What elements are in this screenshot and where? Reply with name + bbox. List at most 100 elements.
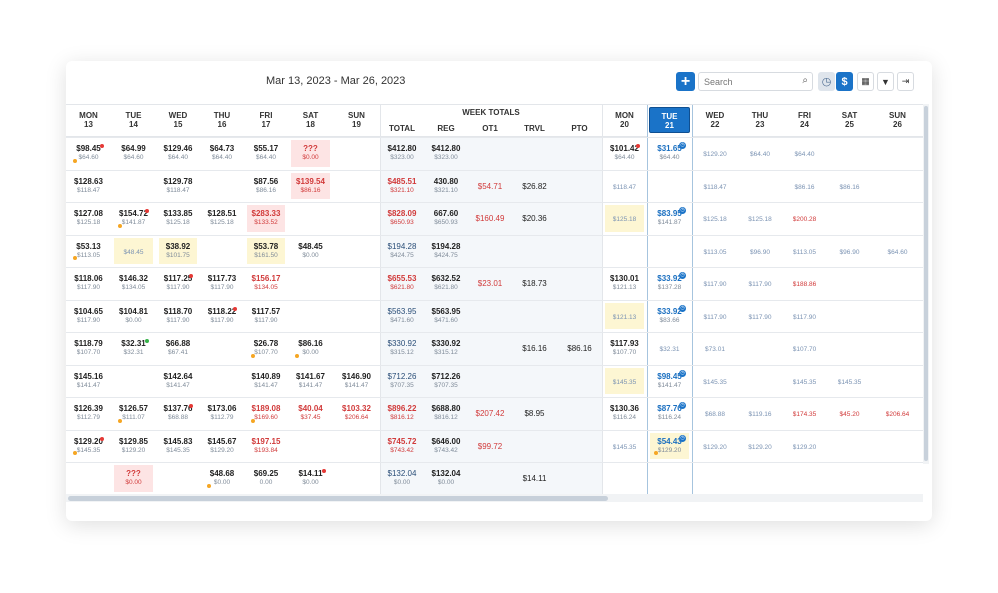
time-cell[interactable]: $33.92 $137.28 ◷ — [650, 270, 689, 297]
time-cell[interactable]: $33.92 $83.66 ◷ — [650, 303, 689, 330]
time-cell[interactable]: $142.64 $141.47 — [159, 368, 197, 395]
time-cell[interactable]: $38.92 $101.75 — [159, 237, 197, 264]
time-cell[interactable]: $128.63 $118.47 — [69, 173, 108, 200]
time-cell[interactable]: $330.92 $315.12 — [383, 335, 421, 362]
time-cell[interactable]: $69.25 0.00 — [247, 465, 285, 492]
time-cell[interactable]: $330.92 $315.12 — [427, 335, 465, 362]
time-cell[interactable]: $64.99 $64.60 — [114, 140, 153, 167]
time-cell[interactable]: $828.09 $650.93 — [383, 205, 421, 232]
time-cell[interactable]: $119.16 — [741, 400, 779, 427]
time-cell[interactable]: $129.20 — [741, 433, 779, 460]
time-cell[interactable]: $113.05 — [695, 238, 735, 265]
day-header-tue-14[interactable]: TUE 14 — [111, 105, 156, 137]
day-header-sun-19[interactable]: SUN 19 — [333, 105, 380, 137]
week-total-header-pto[interactable]: PTO — [557, 121, 602, 137]
time-cell[interactable]: $129.78 $118.47 — [159, 173, 197, 200]
time-cell[interactable]: 430.80 $321.10 — [427, 173, 465, 200]
search-box[interactable]: ⌕ — [698, 72, 813, 91]
week-total-header-reg[interactable]: REG — [424, 121, 468, 137]
time-cell[interactable]: $118.79 $107.70 — [69, 335, 108, 362]
time-cell[interactable]: $129.20 — [695, 433, 735, 460]
time-cell[interactable]: $145.35 — [605, 433, 644, 460]
time-cell[interactable]: $118.70 $117.90 — [159, 303, 197, 330]
week-total-header-trvl[interactable]: TRVL — [512, 121, 557, 137]
day-header-wed-22[interactable]: WED 22 — [692, 105, 738, 137]
day-header-mon-20[interactable]: MON 20 — [602, 105, 647, 137]
time-cell[interactable]: $117.90 — [695, 270, 735, 297]
time-cell[interactable]: $127.08 $125.18 — [69, 205, 108, 232]
time-cell[interactable]: $125.18 — [695, 205, 735, 232]
time-cell[interactable]: $117.90 — [785, 303, 824, 330]
time-cell[interactable]: $87.56 $86.16 — [247, 173, 285, 200]
time-cell[interactable]: $145.35 — [695, 368, 735, 395]
time-cell[interactable]: $66.88 $67.41 — [159, 335, 197, 362]
time-cell[interactable]: $129.46 $64.40 — [159, 140, 197, 167]
time-cell[interactable]: $117.90 — [741, 303, 779, 330]
time-cell[interactable]: $104.65 $117.90 — [69, 303, 108, 330]
time-cell[interactable]: $412.80 $323.00 — [383, 140, 421, 167]
time-cell[interactable]: $96.90 — [741, 238, 779, 265]
vertical-scrollbar[interactable] — [923, 104, 929, 464]
search-input[interactable] — [699, 73, 796, 90]
time-cell[interactable]: $48.45 $0.00 — [291, 238, 330, 265]
time-cell[interactable]: $129.85 $129.20 — [114, 433, 153, 460]
time-cell[interactable]: $45.20 — [830, 400, 869, 427]
time-cell[interactable]: $632.52 $621.80 — [427, 270, 465, 297]
time-cell[interactable]: $55.17 $64.40 — [247, 140, 285, 167]
time-cell[interactable]: $146.32 $134.05 — [114, 270, 153, 297]
time-cell[interactable]: $64.60 — [875, 238, 920, 265]
horizontal-scrollbar-thumb[interactable] — [68, 496, 608, 501]
time-cell[interactable]: $117.90 — [741, 270, 779, 297]
time-cell[interactable]: $26.78 $107.70 — [247, 335, 285, 362]
time-cell[interactable]: $145.35 — [830, 368, 869, 395]
time-cell[interactable]: 667.60 $650.93 — [427, 205, 465, 232]
time-cell[interactable]: $117.57 $117.90 — [247, 303, 285, 330]
time-cell[interactable]: $118.47 — [695, 173, 735, 200]
time-cell[interactable]: $173.06 $112.79 — [203, 400, 241, 427]
add-button[interactable]: + — [676, 72, 695, 91]
time-cell[interactable]: $68.88 — [695, 400, 735, 427]
time-cell[interactable]: $129.20 — [695, 140, 735, 167]
calendar-icon[interactable]: ▦ — [857, 72, 874, 91]
time-cell[interactable]: $126.39 $112.79 — [69, 400, 108, 427]
time-cell[interactable]: $133.85 $125.18 — [159, 205, 197, 232]
time-cell[interactable]: $189.08 $169.60 — [247, 400, 285, 427]
time-cell[interactable]: $83.95 $141.87 ◷ — [650, 205, 689, 232]
time-cell[interactable]: $129.20 — [785, 433, 824, 460]
time-cell[interactable]: $118.47 — [605, 173, 644, 200]
time-cell[interactable]: $712.26 $707.35 — [427, 368, 465, 395]
time-cell[interactable]: $125.18 — [741, 205, 779, 232]
time-cell[interactable]: $40.04 $37.45 — [291, 400, 330, 427]
time-cell[interactable]: $14.11 $0.00 — [291, 465, 330, 492]
time-cell[interactable]: $64.73 $64.40 — [203, 140, 241, 167]
time-cell[interactable]: $107.70 — [785, 335, 824, 362]
time-cell[interactable]: $139.54 $86.16 — [291, 172, 330, 199]
time-cell[interactable]: $125.18 — [605, 205, 644, 232]
time-cell[interactable]: $156.17 $134.05 — [247, 270, 285, 297]
time-cell[interactable]: $194.28 $424.75 — [383, 238, 421, 265]
time-cell[interactable]: $113.05 — [785, 238, 824, 265]
time-cell[interactable]: $86.16 — [785, 173, 824, 200]
time-cell[interactable]: $646.00 $743.42 — [427, 433, 465, 460]
time-cell[interactable]: $712.26 $707.35 — [383, 368, 421, 395]
time-cell[interactable]: $132.04 $0.00 — [427, 465, 465, 492]
time-cell[interactable]: $87.76 $116.24 ◷ — [650, 400, 689, 427]
time-cell[interactable]: $128.51 $125.18 — [203, 205, 241, 232]
time-cell[interactable]: $145.67 $129.20 — [203, 433, 241, 460]
time-cell[interactable]: $118.06 $117.90 — [69, 270, 108, 297]
day-header-sat-18[interactable]: SAT 18 — [288, 105, 333, 137]
time-cell[interactable]: $485.51 $321.10 — [383, 173, 421, 200]
time-cell[interactable]: $197.15 $193.84 — [247, 433, 285, 460]
time-cell[interactable]: $655.53 $621.80 — [383, 270, 421, 297]
time-cell[interactable]: $140.89 $141.47 — [247, 368, 285, 395]
time-cell[interactable]: $206.64 — [875, 400, 920, 427]
time-cell[interactable]: $64.40 — [741, 140, 779, 167]
time-cell[interactable]: $130.36 $116.24 — [605, 400, 644, 427]
export-icon[interactable]: ⇥ — [897, 72, 914, 91]
time-cell[interactable]: $154.72 $141.87 — [114, 205, 153, 232]
time-cell[interactable]: $145.83 $145.35 — [159, 433, 197, 460]
time-cell[interactable]: ??? $0.00 — [114, 465, 153, 492]
time-cell[interactable]: $412.80 $323.00 — [427, 140, 465, 167]
week-total-header-ot1[interactable]: OT1 — [468, 121, 512, 137]
time-cell[interactable]: $174.35 — [785, 400, 824, 427]
